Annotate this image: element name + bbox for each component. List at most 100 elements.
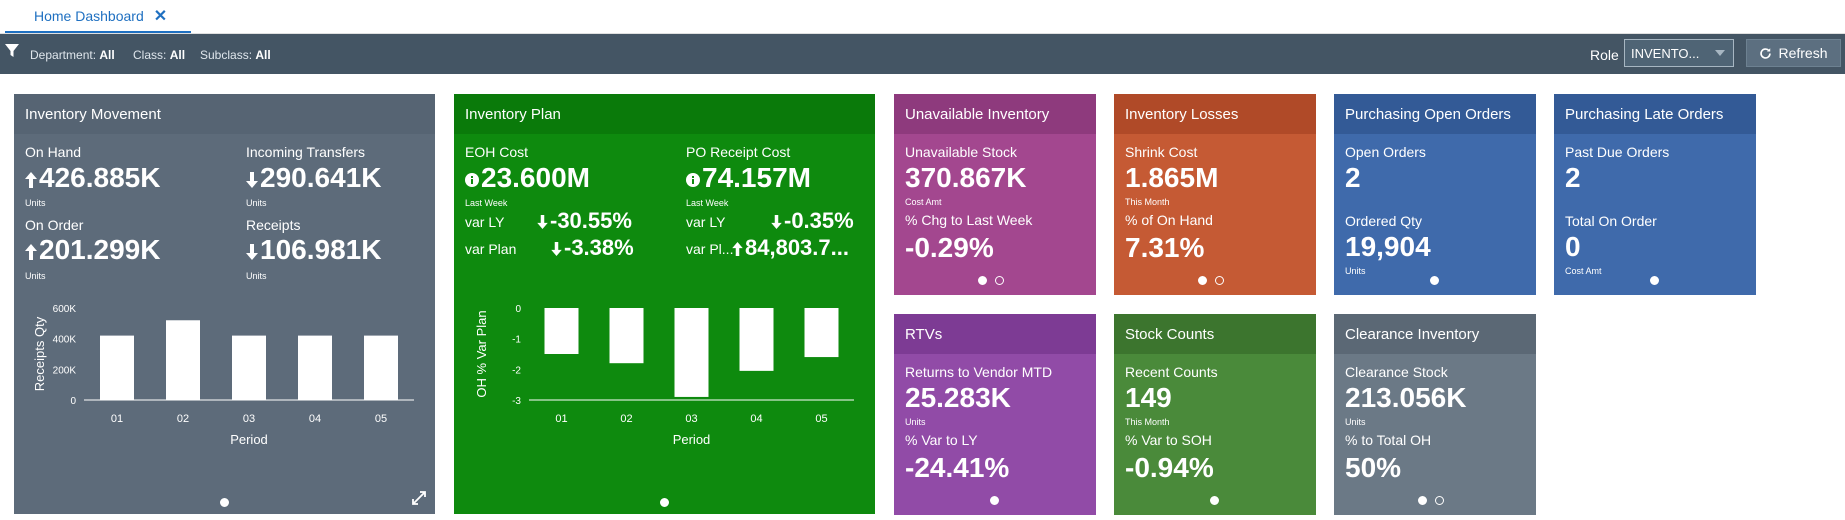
metric-value-text: 426.885K: [39, 162, 161, 193]
metric-caption: Units: [25, 271, 46, 281]
metric-value: 426.885K: [25, 162, 160, 194]
metric-value: 213.056K: [1345, 382, 1467, 413]
metric-label: Shrink Cost: [1125, 144, 1198, 160]
pagination-dots: [990, 496, 999, 505]
metric-caption: Units: [1345, 266, 1366, 276]
bar[interactable]: [804, 308, 839, 358]
tile-purchasing-open-orders[interactable]: Purchasing Open Orders Open Orders 2 Ord…: [1334, 94, 1536, 295]
bar[interactable]: [544, 308, 579, 354]
pagination-dots: [1430, 276, 1439, 285]
filter-subclass[interactable]: Subclass: All: [200, 48, 271, 62]
page-dot[interactable]: [1198, 276, 1207, 285]
var-value-text: -3.38%: [564, 235, 634, 260]
metric-caption: This Month: [1125, 197, 1170, 207]
filter-department-value: All: [99, 48, 115, 62]
page-dot[interactable]: [1215, 276, 1224, 285]
metric-label: % Var to LY: [905, 432, 978, 448]
metric-label: % Var to SOH: [1125, 432, 1212, 448]
tab-home-dashboard[interactable]: Home Dashboard ✕: [5, 0, 192, 33]
metric-label: On Hand: [25, 144, 82, 160]
metric-caption: Last Week: [465, 198, 508, 208]
metric-caption: Units: [246, 198, 267, 208]
metric-value: 290.641K: [246, 162, 381, 194]
tile-inventory-losses[interactable]: Inventory Losses Shrink Cost 1.865M This…: [1114, 94, 1316, 295]
page-dot[interactable]: [660, 498, 669, 507]
tile-header: Inventory Losses: [1114, 94, 1316, 134]
filter-department[interactable]: Department: All: [30, 48, 115, 62]
page-dot[interactable]: [1430, 276, 1439, 285]
tile-title: Unavailable Inventory: [905, 105, 1050, 123]
y-tick-label: 200K: [53, 365, 77, 376]
bar[interactable]: [609, 308, 644, 364]
x-axis-title: Period: [673, 432, 711, 447]
arrow-up-icon: [25, 243, 37, 260]
metric-label: Incoming Transfers: [246, 144, 366, 160]
metric-value: -0.29%: [905, 232, 994, 263]
var-label: var Pl...: [686, 241, 734, 257]
metric-label: PO Receipt Cost: [686, 144, 791, 160]
metric-caption: Cost Amt: [1565, 266, 1602, 276]
tile-title: Stock Counts: [1125, 325, 1215, 343]
metric-label: % to Total OH: [1345, 432, 1432, 448]
info-icon: [465, 172, 479, 187]
y-tick-label: 0: [70, 396, 76, 407]
tile-header: Clearance Inventory: [1334, 314, 1536, 354]
bar[interactable]: [674, 308, 709, 397]
page-dot[interactable]: [220, 498, 229, 507]
metric-label: Open Orders: [1345, 144, 1426, 160]
metric-value: 50%: [1345, 452, 1402, 483]
arrow-down-icon: [537, 215, 548, 230]
var-value: -0.35%: [771, 208, 854, 234]
tile-header: Inventory Movement: [14, 94, 435, 134]
page-dot[interactable]: [1210, 496, 1219, 505]
bar[interactable]: [298, 335, 332, 400]
page-dot[interactable]: [1650, 276, 1659, 285]
bar[interactable]: [232, 335, 266, 400]
tab-bar: Home Dashboard ✕: [0, 0, 1845, 34]
var-value-text: 84,803.7...: [745, 235, 849, 260]
var-value-text: -30.55%: [550, 208, 632, 233]
tile-clearance-inventory[interactable]: Clearance Inventory Clearance Stock 213.…: [1334, 314, 1536, 515]
bar[interactable]: [364, 335, 398, 400]
metric-value: 1.865M: [1125, 162, 1219, 193]
tile-stock-counts[interactable]: Stock Counts Recent Counts 149 This Mont…: [1114, 314, 1316, 515]
metric-value-text: 74.157M: [702, 162, 811, 193]
page-dot[interactable]: [1418, 496, 1427, 505]
tile-rtvs[interactable]: RTVs Returns to Vendor MTD 25.283K Units…: [894, 314, 1096, 515]
arrow-up-icon: [732, 242, 743, 257]
metric-value-text: 23.600M: [481, 162, 590, 193]
filter-class[interactable]: Class: All: [133, 48, 185, 62]
bar[interactable]: [100, 335, 134, 400]
page-dot[interactable]: [990, 496, 999, 505]
refresh-button[interactable]: Refresh: [1746, 39, 1841, 67]
metric-label: Total On Order: [1565, 213, 1657, 229]
tile-inventory-plan[interactable]: Inventory Plan EOH Cost 23.600M Last Wee…: [454, 94, 875, 514]
metric-label: Returns to Vendor MTD: [905, 364, 1053, 380]
page-dot[interactable]: [995, 276, 1004, 285]
tile-inventory-movement[interactable]: Inventory Movement On Hand 426.885K Unit…: [14, 94, 435, 514]
close-icon[interactable]: ✕: [153, 7, 168, 25]
metric-value: 7.31%: [1125, 232, 1205, 263]
tile-header: Purchasing Open Orders: [1334, 94, 1536, 134]
page-dot[interactable]: [1435, 496, 1444, 505]
x-tick-label: 01: [555, 413, 567, 425]
metric-value: 0: [1565, 231, 1581, 262]
tile-title: RTVs: [905, 325, 943, 343]
bar[interactable]: [166, 320, 200, 400]
tile-unavailable-inventory[interactable]: Unavailable Inventory Unavailable Stock …: [894, 94, 1096, 295]
filter-icon[interactable]: [5, 44, 19, 63]
metric-value: 370.867K: [905, 162, 1027, 193]
bar[interactable]: [739, 308, 774, 371]
tile-purchasing-late-orders[interactable]: Purchasing Late Orders Past Due Orders 2…: [1554, 94, 1756, 295]
x-tick-label: 02: [177, 413, 189, 425]
metric-label: On Order: [25, 217, 84, 233]
arrow-down-icon: [246, 171, 258, 188]
x-tick-label: 05: [375, 413, 387, 425]
role-select[interactable]: INVENTO...: [1624, 39, 1734, 67]
metric-value: 19,904: [1345, 231, 1431, 262]
y-tick-label: -2: [512, 365, 521, 376]
metric-value: 2: [1345, 162, 1361, 193]
expand-icon[interactable]: [411, 490, 427, 506]
refresh-icon: [1760, 47, 1772, 59]
page-dot[interactable]: [978, 276, 987, 285]
